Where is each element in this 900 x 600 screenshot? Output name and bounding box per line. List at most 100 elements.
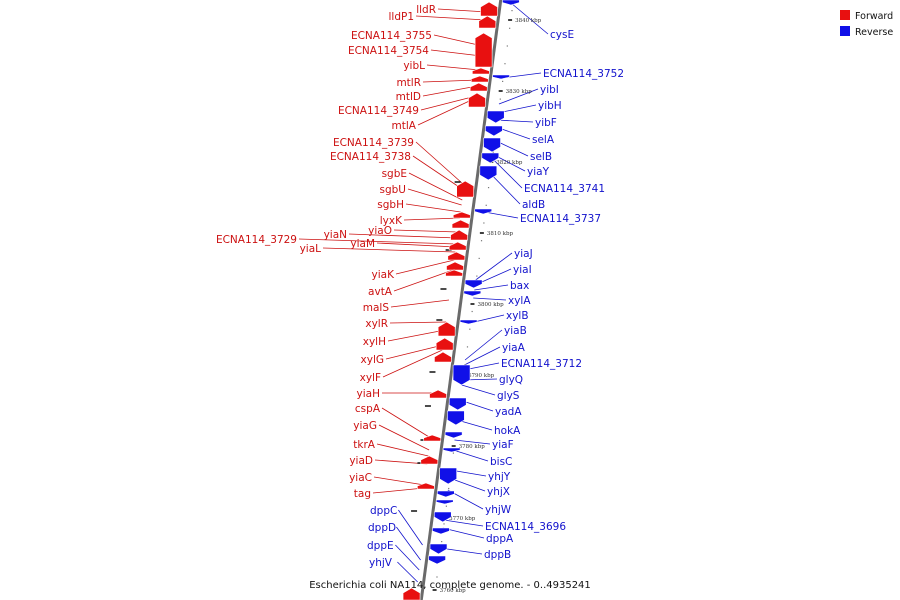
gene-label-sgbe[interactable]: sgbE [382,168,407,180]
gene-label-yhjx[interactable]: yhjX [487,486,510,498]
leader-line-lldr [437,8,488,13]
scale-tick-label: 3820 kbp [496,160,523,166]
gene-label-yibh[interactable]: yibH [538,100,562,112]
gene-label-yial[interactable]: yiaL [300,243,322,255]
leader-line-mtld [422,85,478,97]
gene-label-xylr[interactable]: xylR [365,318,388,330]
gene-label-yian[interactable]: yiaN [324,229,347,241]
leader-line-aldb [489,172,521,205]
gene-label-lldp1[interactable]: lldP1 [388,11,414,23]
gene-label-ecna114-3712[interactable]: ECNA114_3712 [501,358,582,370]
forward-feature [478,15,497,29]
forward-feature [437,321,456,337]
gene-label-yiab[interactable]: yiaB [504,325,527,337]
gene-label-glys[interactable]: glyS [497,390,520,402]
track-dot [506,45,508,47]
gene-label-mtla[interactable]: mtlA [392,120,417,132]
gene-label-dppd[interactable]: dppD [368,522,396,534]
legend-reverse-label: Reverse [855,27,893,38]
reverse-feature [464,279,483,289]
gene-label-yiam[interactable]: yiaM [350,238,375,250]
gene-label-ecna114-3741[interactable]: ECNA114_3741 [524,183,605,195]
gene-label-yiah[interactable]: yiaH [357,388,380,400]
gene-label-ecna114-3738[interactable]: ECNA114_3738 [330,151,411,163]
gene-label-ecna114-3737[interactable]: ECNA114_3737 [520,213,601,225]
gene-label-yiaj[interactable]: yiaJ [514,248,533,260]
reverse-feature [429,543,448,555]
gene-label-xylh[interactable]: xylH [363,336,386,348]
legend: Forward Reverse [840,10,893,38]
gene-label-avta[interactable]: avtA [368,286,393,298]
gene-label-yhjw[interactable]: yhjW [485,504,512,516]
gene-label-yhjv[interactable]: yhjV [369,557,393,569]
gene-label-tkra[interactable]: tkrA [353,439,376,451]
gene-label-yhjy[interactable]: yhjY [488,471,511,483]
gene-label-ecna114-3696[interactable]: ECNA114_3696 [485,521,566,533]
gene-label-ecna114-3752[interactable]: ECNA114_3752 [543,68,624,80]
track-dot [487,187,490,189]
gene-label-bisc[interactable]: bisC [490,456,512,468]
leader-line-yhjx [449,477,486,492]
gene-label-yiai[interactable]: yiaI [513,264,532,276]
gene-label-dppc[interactable]: dppC [370,505,397,517]
gene-label-mals[interactable]: malS [363,302,390,314]
leader-line-yiac [373,476,425,486]
forward-feature [402,587,421,600]
gene-label-sgbu[interactable]: sgbU [380,184,407,196]
gene-label-bax[interactable]: bax [510,280,529,292]
gene-label-xylb[interactable]: xylB [506,310,529,322]
gene-label-yiag[interactable]: yiaG [353,420,377,432]
gene-label-lldr[interactable]: lldR [416,4,436,16]
track-dot [445,505,447,507]
gene-label-ecna114-3755[interactable]: ECNA114_3755 [351,30,432,42]
scale-tick-label: 3760 kbp [440,588,467,594]
track-dot [511,10,513,12]
gene-label-sgbh[interactable]: sgbH [377,199,404,211]
gene-label-mtld[interactable]: mtlD [396,91,421,103]
gene-label-hoka[interactable]: hokA [494,425,521,437]
forward-feature [434,351,452,363]
gene-label-yibi[interactable]: yibI [540,84,559,96]
gene-label-aldb[interactable]: aldB [522,199,545,211]
leader-line-xylf [382,349,443,378]
gene-label-yiac[interactable]: yiaC [349,472,372,484]
legend-reverse-swatch [840,26,850,36]
gene-label-yiad[interactable]: yiaD [349,455,373,467]
gene-label-yada[interactable]: yadA [495,406,522,418]
gene-label-yiay[interactable]: yiaY [527,166,550,178]
gene-label-dppa[interactable]: dppA [486,533,514,545]
gene-label-tag[interactable]: tag [354,488,371,500]
leader-line-yibi [498,88,539,105]
gene-label-yiaa[interactable]: yiaA [502,342,526,354]
gene-label-yiak[interactable]: yiaK [372,269,396,281]
gene-label-ecna114-3754[interactable]: ECNA114_3754 [348,45,429,57]
gene-label-yiaf[interactable]: yiaF [492,439,514,451]
gene-label-xylg[interactable]: xylG [361,354,384,366]
gene-label-yibl[interactable]: yibL [403,60,425,72]
gene-label-yibf[interactable]: yibF [535,117,557,129]
gene-label-sela[interactable]: selA [532,134,555,146]
leader-line-ecna114-3737 [484,211,519,219]
gene-label-dppe[interactable]: dppE [367,540,394,552]
track-dot [480,240,483,242]
gene-label-dppb[interactable]: dppB [484,549,511,561]
scale-tick-label: 3810 kbp [487,231,514,237]
gene-label-ecna114-3739[interactable]: ECNA114_3739 [333,137,414,149]
reverse-feature [435,499,454,505]
leader-line-yian [348,233,458,239]
track-dot [504,63,506,65]
gene-label-ecna114-3729[interactable]: ECNA114_3729 [216,234,297,246]
gene-label-glyq[interactable]: glyQ [499,374,523,386]
gene-label-mtlr[interactable]: mtlR [396,77,421,89]
gene-label-xylf[interactable]: xylF [360,372,381,384]
gene-label-yiao[interactable]: yiaO [368,225,392,237]
gene-label-ecna114-3749[interactable]: ECNA114_3749 [338,105,419,117]
gene-label-lyxk[interactable]: lyxK [380,215,403,227]
gene-label-xyla[interactable]: xylA [508,295,531,307]
gene-label-selb[interactable]: selB [530,151,552,163]
leader-line-mtlr [422,79,479,83]
forward-feature [446,261,464,271]
gene-label-cyse[interactable]: cysE [550,29,574,41]
gene-label-cspa[interactable]: cspA [355,403,381,415]
